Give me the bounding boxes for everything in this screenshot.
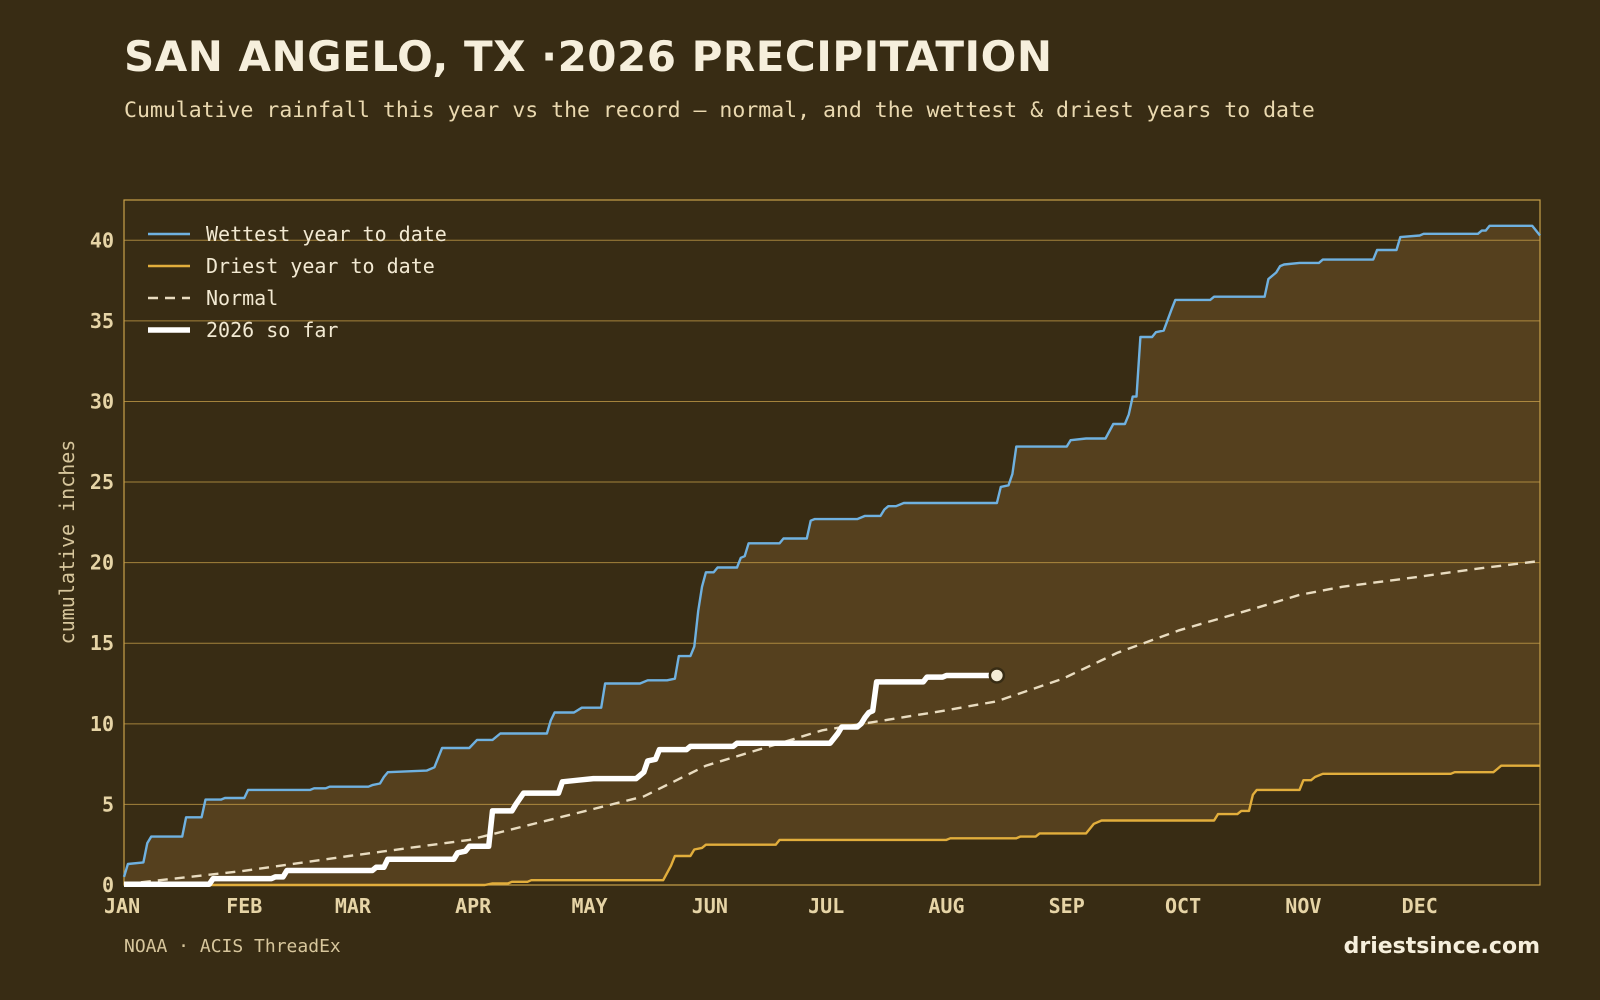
y-tick-labels: 0 5 10 15 20 25 30 35 40	[90, 228, 114, 897]
x-tick-label: NOV	[1285, 894, 1321, 918]
data-source-credit: NOAA · ACIS ThreadEx	[124, 936, 341, 957]
legend-label-driest: Driest year to date	[206, 254, 435, 278]
legend-label-current: 2026 so far	[206, 318, 338, 342]
x-tick-label: JUL	[808, 894, 844, 918]
x-tick-label: JAN	[104, 894, 140, 918]
y-tick-label: 20	[90, 551, 114, 575]
plot-frame	[123, 199, 1541, 886]
x-tick-label: OCT	[1165, 894, 1201, 918]
x-tick-label: DEC	[1402, 894, 1438, 918]
x-tick-label: JUN	[692, 894, 728, 918]
legend-label-normal: Normal	[206, 286, 278, 310]
y-axis-label: cumulative inches	[55, 440, 79, 645]
series-current-line	[124, 672, 997, 887]
current-point-marker	[988, 667, 1006, 684]
y-tick-label: 10	[90, 712, 114, 736]
y-tick-label: 25	[90, 470, 114, 494]
page-subtitle: Cumulative rainfall this year vs the rec…	[124, 98, 1315, 123]
legend-label-wettest: Wettest year to date	[206, 222, 447, 246]
y-tick-label: 15	[90, 631, 114, 655]
series-wettest-line	[122, 224, 1541, 878]
page-title: SAN ANGELO, TX ·2026 PRECIPITATION	[124, 32, 1053, 81]
x-tick-label: MAY	[571, 894, 607, 918]
x-tick-label: MAR	[335, 894, 372, 918]
x-tick-labels: JAN FEB MAR APR MAY JUN JUL AUG SEP OCT NOV DEC	[104, 894, 1438, 918]
record-range-band	[124, 225, 1540, 886]
x-tick-label: APR	[455, 894, 492, 918]
y-tick-label: 40	[90, 228, 114, 252]
legend: Wettest year to date Driest year to date…	[148, 222, 447, 342]
site-brand: driestsince.com	[1343, 934, 1540, 959]
x-tick-label: AUG	[928, 894, 964, 918]
x-tick-label: FEB	[226, 894, 262, 918]
y-tick-label: 35	[90, 309, 114, 333]
y-tick-label: 30	[90, 389, 114, 413]
y-tick-label: 5	[102, 792, 114, 816]
y-tick-label: 0	[102, 873, 114, 897]
series-normal-line	[123, 559, 1541, 886]
x-tick-label: SEP	[1049, 894, 1085, 918]
series-driest-line	[124, 764, 1540, 887]
